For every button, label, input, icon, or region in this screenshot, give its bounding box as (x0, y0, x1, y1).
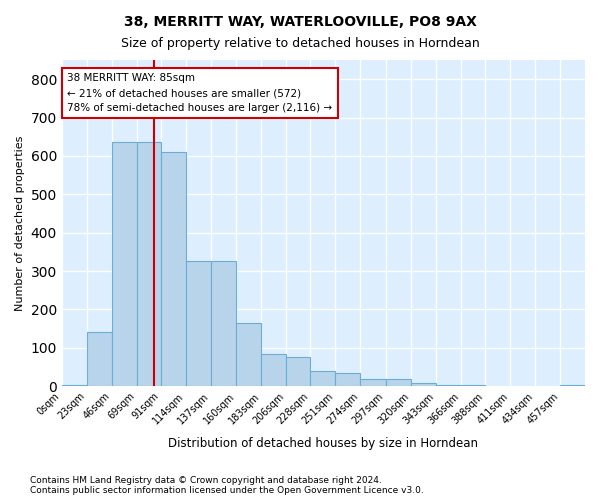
Bar (87, 332, 112, 386)
Bar (461, 385, 485, 386)
Y-axis label: Number of detached properties: Number of detached properties (15, 136, 25, 310)
Bar (261, 354, 286, 386)
Bar (335, 372, 361, 386)
Bar (161, 152, 186, 386)
Bar (186, 262, 211, 386)
Bar (236, 323, 261, 386)
Text: Contains HM Land Registry data © Crown copyright and database right 2024.
Contai: Contains HM Land Registry data © Crown c… (30, 476, 424, 495)
Bar (386, 379, 410, 386)
X-axis label: Distribution of detached houses by size in Horndean: Distribution of detached houses by size … (169, 437, 478, 450)
Bar (211, 262, 236, 386)
Text: Size of property relative to detached houses in Horndean: Size of property relative to detached ho… (121, 38, 479, 51)
Text: 38 MERRITT WAY: 85sqm
← 21% of detached houses are smaller (572)
78% of semi-det: 38 MERRITT WAY: 85sqm ← 21% of detached … (67, 74, 332, 113)
Bar (137, 142, 161, 386)
Bar (436, 385, 461, 386)
Bar (62, 385, 87, 386)
Bar (112, 142, 137, 386)
Bar (560, 385, 585, 386)
Bar (286, 358, 310, 386)
Text: 38, MERRITT WAY, WATERLOOVILLE, PO8 9AX: 38, MERRITT WAY, WATERLOOVILLE, PO8 9AX (124, 15, 476, 29)
Bar (310, 371, 335, 386)
Bar (361, 379, 386, 386)
Bar (410, 383, 436, 386)
